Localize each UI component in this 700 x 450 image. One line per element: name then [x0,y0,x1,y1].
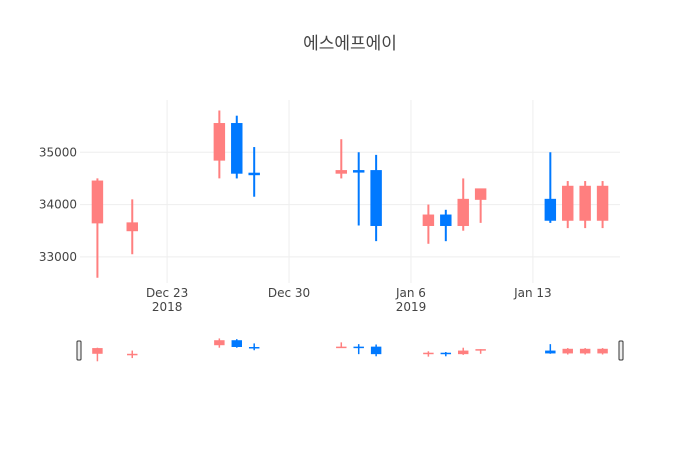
slider-candle-body [92,348,103,354]
grid-lines [80,100,620,283]
candle-decreasing [126,199,138,255]
candle-body [422,214,435,226]
slider-candle-body [370,346,382,355]
x-tick-label: Dec 30 [268,286,310,300]
candle-body [596,185,609,221]
slider-candle [475,349,486,354]
slider-candle-body [562,348,573,354]
candle-decreasing [562,181,574,229]
slider-candle [231,339,242,348]
y-tick-label: 33000 [39,250,77,264]
range-slider-right-handle[interactable] [618,340,624,361]
candle-increasing [248,147,260,197]
slider-candle [353,344,364,355]
candle-body [352,170,365,173]
slider-candle [336,342,347,349]
candle-decreasing [474,188,487,223]
candles [91,110,609,278]
x-tick-label: Jan 13 [513,286,552,300]
x-tick-year-label: 2019 [396,300,427,314]
candle-decreasing [91,178,104,278]
y-axis-tick-labels: 33000 34000 35000 [39,145,77,264]
slider-candle [214,338,225,348]
slider-candle-body [597,348,608,354]
slider-candle [92,347,103,362]
slider-candle-body [545,350,556,354]
candle-body [562,185,574,221]
candle-body [579,185,591,221]
candle-decreasing [335,139,348,179]
candle-decreasing [457,178,469,231]
candle-decreasing [422,204,435,244]
chart-title: 에스에프에이 [303,34,397,54]
slider-candle [545,344,556,354]
slider-candle-body [475,349,486,351]
candle-body [544,198,557,221]
x-tick-label: Dec 23 [146,286,188,300]
slider-candle-body [336,346,347,349]
slider-candle-body [127,353,138,356]
candle-body [248,172,260,176]
x-tick-label: Jan 6 [395,286,426,300]
y-tick-label: 35000 [39,145,77,159]
candle-increasing [352,152,365,226]
slider-candle [458,347,469,355]
candle-increasing [440,209,452,242]
slider-candle [579,348,591,355]
slider-candle [370,344,382,357]
candle-body [474,188,487,200]
candle-body [213,123,226,161]
candle-increasing [370,154,382,242]
slider-candle-body [231,340,242,347]
slider-candle [440,352,452,357]
slider-candle [597,348,608,355]
slider-candle-body [353,346,364,349]
candle-body [231,123,243,174]
candle-decreasing [213,110,226,179]
candle-decreasing [579,181,591,229]
slider-candle-body [458,350,469,355]
slider-candle-body [214,340,225,346]
range-slider-left-handle[interactable] [76,340,82,361]
candle-body [335,170,348,174]
candle-body [440,214,452,226]
candle-body [91,180,104,224]
slider-candle-body [248,347,260,349]
candle-body [370,170,382,226]
slider-candle-body [440,352,452,355]
slider-candle [562,348,573,355]
candle-increasing [231,115,243,179]
candle-increasing [544,152,557,223]
candle-body [126,222,138,232]
slider-candle [423,351,434,357]
x-tick-year-label: 2018 [152,300,183,314]
slider-candle [248,343,260,351]
candle-decreasing [596,181,609,229]
range-slider[interactable] [76,338,624,362]
candle-body [457,198,469,226]
slider-candle-body [579,348,591,354]
slider-candle [127,350,138,359]
slider-candle-body [423,352,434,355]
y-tick-label: 34000 [39,198,77,212]
